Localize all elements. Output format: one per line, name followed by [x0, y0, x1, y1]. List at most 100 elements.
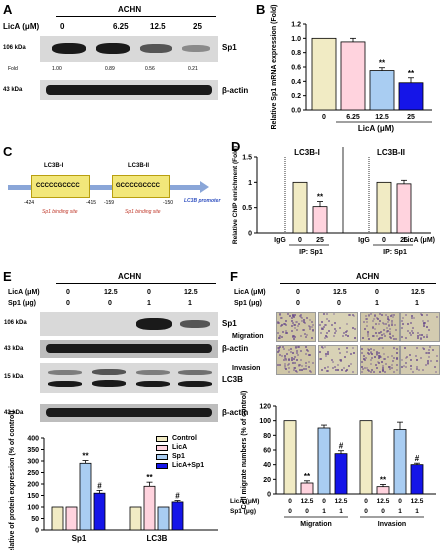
cell-speck [368, 314, 370, 316]
cell-speck [305, 346, 307, 348]
cell-speck [285, 368, 287, 370]
cell-speck [393, 338, 395, 340]
cell-speck [299, 369, 301, 371]
cell-speck [381, 361, 383, 363]
significance-label: ** [317, 193, 324, 202]
cell-speck [291, 330, 293, 332]
cell-speck [290, 348, 292, 350]
panel-e-mw-0: 106 kDa [4, 320, 27, 326]
cell-speck [395, 329, 397, 331]
y-tick-label: 100 [259, 418, 271, 425]
cell-speck [391, 324, 393, 326]
panel-a-actin-blot [40, 80, 218, 100]
y-tick-label: 350 [27, 447, 39, 454]
cell-speck [342, 335, 344, 337]
cell-speck [282, 331, 284, 333]
cell-speck [423, 336, 425, 338]
panel-f-row-invasion: Invasion [232, 365, 261, 372]
panel-a-fold-1: 0.89 [105, 66, 115, 72]
cell-speck [423, 348, 425, 350]
panel-e-lica-1: 12.5 [104, 289, 118, 296]
cell-speck [346, 369, 348, 371]
cell-speck [366, 367, 368, 369]
cell-speck [328, 330, 330, 332]
cell-speck [389, 331, 391, 333]
cell-speck [296, 350, 298, 352]
cell-speck [366, 321, 368, 323]
cell-speck [296, 329, 298, 331]
cell-speck [376, 354, 378, 356]
cell-speck [413, 317, 415, 319]
group-label: LC3B-I [294, 148, 320, 157]
cell-speck [326, 336, 328, 338]
cell-speck [432, 349, 434, 351]
cell-speck [327, 370, 329, 372]
cell-speck [391, 355, 393, 357]
cell-speck [311, 326, 313, 328]
panel-c-binding-1: Sp1 binding site [42, 209, 78, 215]
cell-speck [321, 321, 323, 323]
cell-speck [381, 314, 383, 316]
x-tick-label: LC3B [147, 534, 168, 543]
bar [79, 462, 92, 531]
cell-speck [375, 332, 377, 334]
blot-band [136, 318, 172, 330]
y-tick-label: 50 [31, 516, 39, 523]
cell-speck [371, 369, 373, 371]
y-tick-label: 0 [267, 492, 271, 499]
cell-speck [409, 354, 411, 356]
cell-speck [421, 334, 423, 336]
cell-speck [374, 356, 376, 358]
cell-speck [377, 318, 379, 320]
panel-c-promoter-label: LC3B promoter [184, 198, 221, 204]
cell-speck [402, 323, 404, 325]
panel-e-legend: Control LicA Sp1 LicA+Sp1 [156, 434, 204, 470]
cell-speck [391, 314, 393, 316]
panel-c-pos-4: -150 [163, 200, 174, 206]
cell-speck [409, 332, 411, 334]
micrograph-migration-2 [318, 312, 358, 342]
cell-speck [412, 371, 414, 373]
blot-band [96, 43, 130, 54]
cell-speck [384, 335, 386, 337]
cell-speck [292, 336, 294, 338]
cell-speck [401, 366, 403, 368]
cell-speck [396, 357, 398, 359]
cell-speck [295, 346, 297, 348]
cell-speck [298, 346, 300, 348]
panel-e-actin-blot-1 [40, 340, 218, 358]
cell-speck [396, 369, 398, 371]
cell-speck [293, 358, 295, 360]
panel-f-sp1-1: 0 [337, 300, 341, 307]
cell-speck [312, 330, 314, 332]
panel-f-lica-label: LicA (μM) [234, 289, 266, 296]
cell-speck [402, 317, 404, 319]
bar [157, 506, 170, 531]
cell-speck [386, 330, 388, 332]
cell-speck [430, 360, 432, 362]
cell-speck [366, 318, 368, 320]
x-tick-label: 0 [298, 237, 302, 244]
sp1-tick-label: 0 [381, 508, 385, 515]
cell-speck [376, 353, 378, 355]
cell-speck [367, 352, 369, 354]
cell-speck [392, 316, 394, 318]
y-tick-label: 0 [248, 231, 252, 238]
cell-speck [281, 324, 283, 326]
x-axis-label: LicA (μM) [403, 237, 435, 244]
cell-speck [310, 371, 312, 373]
blot-band [48, 381, 82, 387]
panel-f-sp1-label: Sp1 (μg) [234, 300, 263, 307]
panel-f-sp1-3: 1 [415, 300, 419, 307]
cell-speck [346, 347, 348, 349]
panel-c-letter: C [3, 144, 13, 159]
panel-c-promoter-arrow [200, 181, 209, 193]
cell-speck [327, 366, 329, 368]
y-tick-label: 400 [27, 436, 39, 443]
cell-speck [279, 354, 281, 356]
significance-label: ** [304, 472, 311, 481]
cell-speck [401, 327, 403, 329]
cell-speck [363, 321, 365, 323]
blot-band [178, 370, 212, 375]
cell-speck [420, 313, 422, 315]
